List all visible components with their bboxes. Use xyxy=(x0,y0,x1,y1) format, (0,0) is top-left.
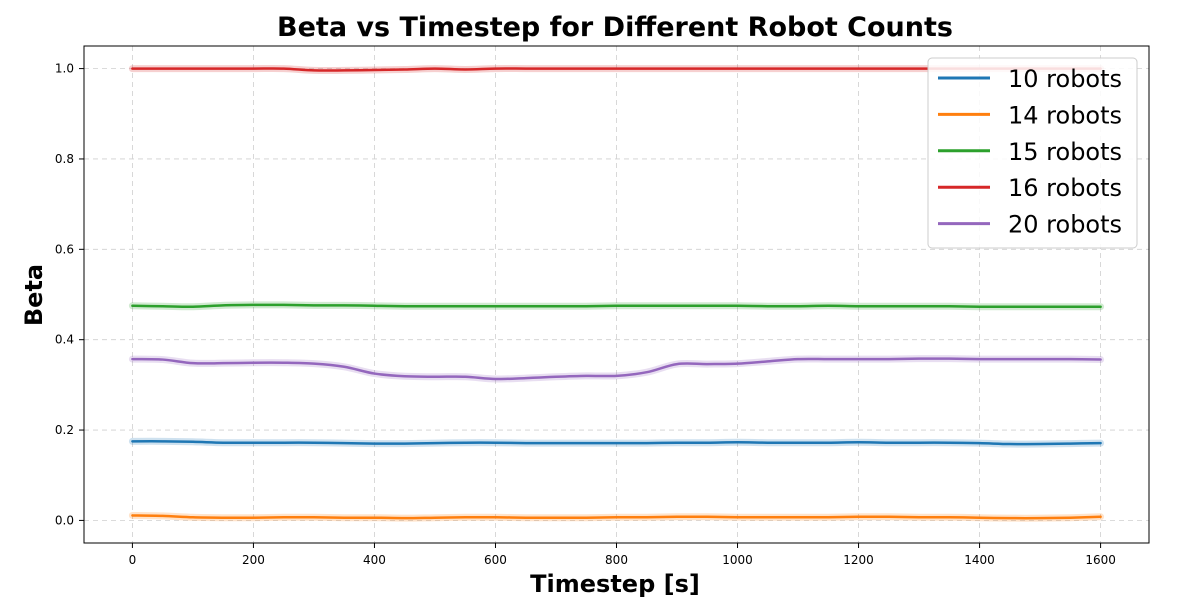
x-tick-label: 1400 xyxy=(964,553,995,567)
legend-label: 10 robots xyxy=(1008,65,1122,93)
x-tick-label: 800 xyxy=(605,553,628,567)
chart-title: Beta vs Timestep for Different Robot Cou… xyxy=(277,12,953,43)
x-tick-label: 0 xyxy=(129,553,137,567)
y-tick-label: 0.2 xyxy=(55,423,74,437)
lines-layer xyxy=(131,67,1102,520)
x-tick-label: 1200 xyxy=(843,553,874,567)
ticks-layer: 0 200 400 600 800 1000 1200 1400 1600 0.0 0.2 0.4 0.… xyxy=(55,62,1116,567)
x-tick-label: 400 xyxy=(363,553,386,567)
y-tick-label: 0.0 xyxy=(55,513,74,527)
legend-label: 14 robots xyxy=(1008,101,1122,129)
x-tick-label: 1000 xyxy=(722,553,753,567)
series-line-20-robots xyxy=(131,357,1102,381)
x-tick-label: 1600 xyxy=(1085,553,1116,567)
x-tick-label: 600 xyxy=(484,553,507,567)
legend-label: 15 robots xyxy=(1008,138,1122,166)
x-axis-label: Timestep [s] xyxy=(530,570,700,598)
series-line-15-robots xyxy=(131,303,1102,308)
y-tick-label: 0.8 xyxy=(55,152,74,166)
y-tick-label: 0.6 xyxy=(55,242,74,256)
series-line-10-robots xyxy=(131,440,1102,446)
y-tick-label: 0.4 xyxy=(55,333,74,347)
y-axis-label: Beta xyxy=(20,264,48,326)
legend-items: 10 robots 14 robots 15 robots 16 robots 20 r… xyxy=(938,65,1122,239)
legend-label: 20 robots xyxy=(1008,211,1122,239)
y-tick-label: 1.0 xyxy=(55,62,74,76)
x-tick-label: 200 xyxy=(242,553,265,567)
legend-box xyxy=(927,57,1138,249)
series-line-14-robots xyxy=(131,514,1102,520)
legend-label: 16 robots xyxy=(1008,174,1122,202)
legend: 10 robots 14 robots 15 robots 16 robots 20 r… xyxy=(927,57,1138,249)
